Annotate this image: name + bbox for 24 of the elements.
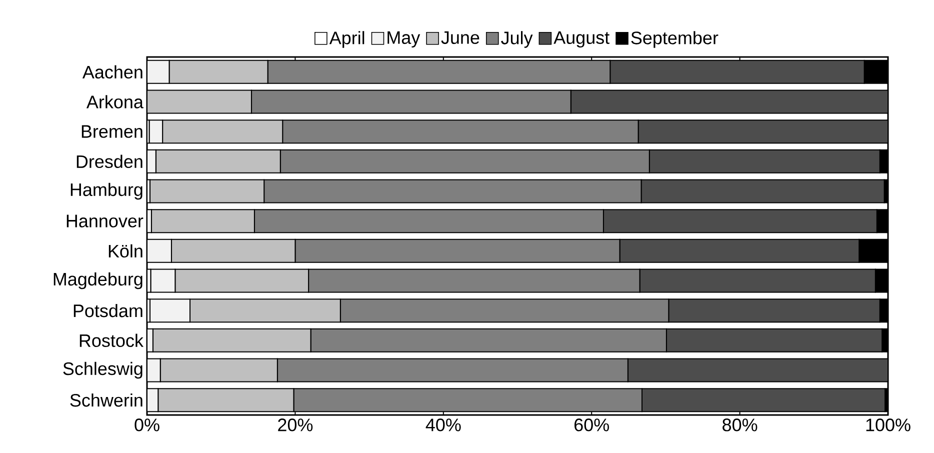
x-tick-label: 0% (134, 418, 160, 432)
y-tick-label: Bremen (82, 125, 142, 138)
legend-label: September (631, 31, 718, 48)
legend-label: June (441, 31, 480, 44)
legend-label: May (388, 31, 420, 48)
y-tick-label: Arkona (86, 95, 144, 108)
y-tick-label: Schwerin (70, 393, 142, 407)
legend-label: August (554, 31, 610, 48)
x-tick-label: 40% (426, 418, 461, 432)
y-tick-label: Rostock (80, 334, 144, 348)
x-tick-label: 60% (574, 418, 609, 432)
y-tick-label: Hannover (66, 214, 144, 228)
y-tick-label: Hamburg (70, 182, 142, 200)
legend-label: July (501, 31, 533, 48)
y-tick-label: Aachen (82, 65, 142, 79)
y-tick-label: Potsdam (74, 304, 142, 318)
y-tick-label: Schleswig (63, 362, 142, 379)
x-tick-label: 80% (722, 418, 758, 432)
legend-label: April (329, 31, 364, 48)
y-tick-label: Dresden (76, 154, 142, 168)
x-tick-label: 20% (278, 418, 313, 432)
y-tick-label: Magdeburg (54, 272, 142, 290)
y-tick-label: Köln (108, 244, 142, 258)
x-tick-label: 100% (866, 418, 910, 432)
